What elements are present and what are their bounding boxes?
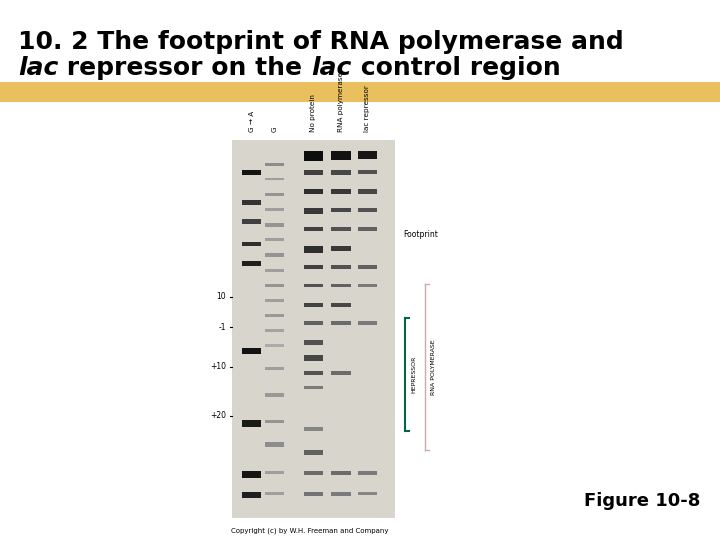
Bar — [242, 219, 261, 224]
Bar — [304, 151, 323, 161]
Bar — [304, 227, 323, 232]
Bar — [265, 284, 284, 287]
Bar — [304, 284, 323, 287]
Bar — [304, 471, 323, 475]
Text: RNA POLYMERASE: RNA POLYMERASE — [431, 339, 436, 395]
Bar — [304, 246, 323, 253]
Bar — [265, 442, 284, 447]
Bar — [265, 268, 284, 272]
Bar — [242, 348, 261, 354]
Bar — [242, 242, 261, 246]
Bar — [265, 193, 284, 197]
Bar — [304, 427, 323, 431]
Bar — [304, 208, 323, 214]
Bar — [304, 302, 323, 307]
Bar — [358, 227, 377, 231]
Text: +10: +10 — [210, 362, 226, 372]
Text: 10: 10 — [217, 292, 226, 301]
Bar — [242, 200, 261, 205]
Text: lac: lac — [18, 56, 58, 80]
Bar — [331, 151, 351, 160]
Bar — [331, 246, 351, 251]
Text: G: G — [271, 126, 277, 132]
Bar — [304, 386, 323, 389]
Bar — [265, 223, 284, 227]
Bar — [331, 227, 351, 231]
Bar — [358, 491, 377, 495]
Bar — [358, 189, 377, 194]
Bar — [265, 253, 284, 257]
Bar — [265, 314, 284, 318]
Bar — [265, 420, 284, 423]
Bar — [304, 450, 323, 455]
Bar — [304, 355, 323, 361]
Bar — [358, 321, 377, 325]
Bar — [242, 420, 261, 427]
Bar — [265, 329, 284, 332]
Bar — [358, 284, 377, 287]
Bar — [331, 302, 351, 307]
Text: 10. 2 The footprint of RNA polymerase and: 10. 2 The footprint of RNA polymerase an… — [18, 30, 624, 54]
Bar — [331, 284, 351, 287]
Bar — [265, 163, 284, 166]
Bar — [331, 471, 351, 475]
Bar — [331, 208, 351, 212]
Bar — [331, 491, 351, 496]
Bar — [265, 393, 284, 397]
Bar — [265, 491, 284, 495]
Text: +20: +20 — [210, 411, 226, 421]
Text: lac repressor: lac repressor — [364, 85, 370, 132]
Bar — [358, 170, 377, 174]
Text: No protein: No protein — [310, 94, 317, 132]
Bar — [331, 321, 351, 325]
Bar — [242, 170, 261, 175]
Bar — [265, 178, 284, 180]
Text: -1: -1 — [218, 322, 226, 332]
Text: G → A: G → A — [248, 111, 255, 132]
Bar — [0, 82, 720, 102]
Bar — [304, 170, 323, 175]
Bar — [242, 491, 261, 498]
Bar — [265, 367, 284, 370]
Text: HEPRESSOR: HEPRESSOR — [411, 356, 416, 393]
Bar — [304, 321, 323, 325]
Bar — [242, 261, 261, 266]
Bar — [265, 299, 284, 302]
Bar — [304, 340, 323, 345]
Text: repressor on the: repressor on the — [58, 56, 311, 80]
Bar — [358, 265, 377, 268]
Text: Figure 10-8: Figure 10-8 — [584, 492, 700, 510]
Bar — [331, 265, 351, 269]
Bar — [304, 491, 323, 496]
Text: lac: lac — [311, 56, 351, 80]
Bar — [331, 189, 351, 194]
Bar — [331, 370, 351, 375]
Bar — [265, 344, 284, 347]
Bar — [265, 471, 284, 474]
Text: control region: control region — [351, 56, 560, 80]
Bar — [358, 208, 377, 212]
Bar — [358, 151, 377, 159]
Bar — [304, 265, 323, 269]
Text: RNA polymerase: RNA polymerase — [338, 72, 344, 132]
Bar — [242, 471, 261, 478]
Bar — [232, 140, 395, 518]
Text: Footprint: Footprint — [403, 230, 438, 239]
Bar — [265, 238, 284, 241]
Bar — [358, 471, 377, 475]
Bar — [265, 208, 284, 211]
Text: Copyright (c) by W.H. Freeman and Company: Copyright (c) by W.H. Freeman and Compan… — [231, 528, 389, 534]
Bar — [304, 189, 323, 194]
Bar — [304, 370, 323, 375]
Bar — [331, 170, 351, 175]
